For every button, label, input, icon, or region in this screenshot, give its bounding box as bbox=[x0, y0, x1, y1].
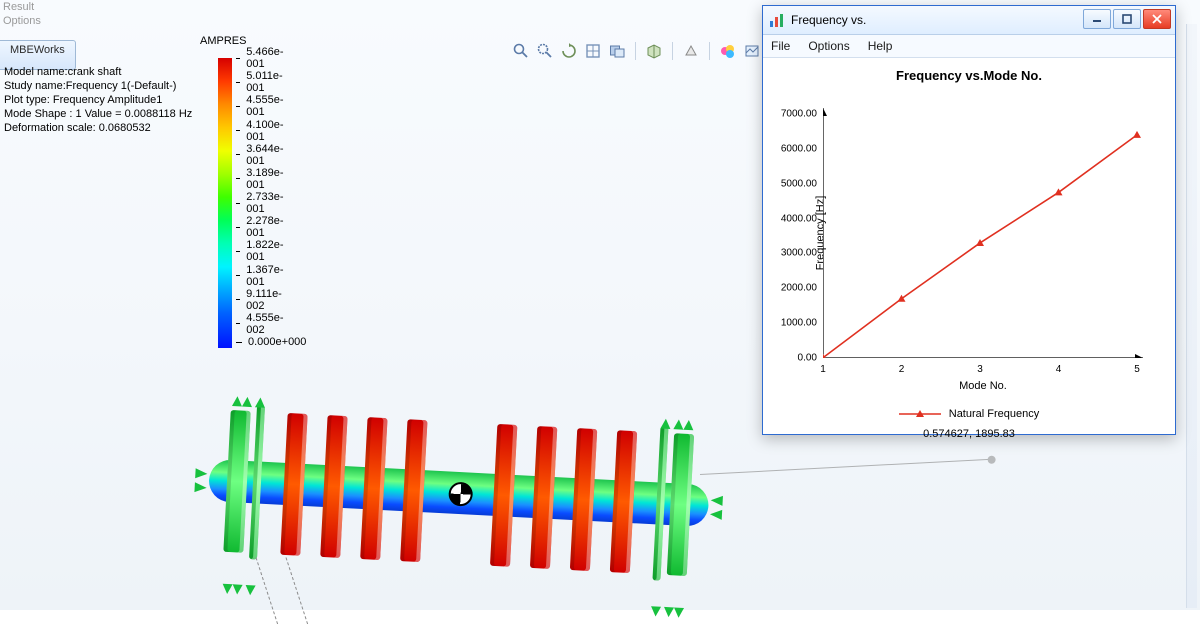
legend-tick: 2.733e-001 bbox=[236, 191, 285, 215]
model-disc bbox=[400, 419, 427, 562]
study-name: Study name:Frequency 1(-Default-) bbox=[4, 79, 192, 93]
y-tick-label: 6000.00 bbox=[781, 143, 823, 154]
study-mode: Mode Shape : 1 Value = 0.0088118 Hz bbox=[4, 107, 192, 121]
rotate-icon[interactable] bbox=[560, 42, 578, 60]
legend-tick: 4.100e-001 bbox=[236, 119, 285, 143]
heads-up-toolbar bbox=[512, 42, 761, 60]
zoom-area-icon[interactable] bbox=[536, 42, 554, 60]
menu-result[interactable]: Result bbox=[3, 0, 41, 14]
window-titlebar[interactable]: Frequency vs. bbox=[763, 6, 1175, 35]
chart-legend: Natural Frequency bbox=[763, 408, 1175, 420]
window-title: Frequency vs. bbox=[791, 13, 866, 27]
model-disc-end bbox=[667, 433, 694, 576]
menu-options[interactable]: Options bbox=[808, 39, 849, 53]
legend-tick: 4.555e-001 bbox=[236, 94, 285, 118]
legend-tick: 3.644e-001 bbox=[236, 143, 285, 167]
study-info-block: Model name:crank shaft Study name:Freque… bbox=[4, 65, 192, 135]
plot-area: Frequency vs.Mode No. Frequency [Hz] Mod… bbox=[763, 68, 1175, 446]
cursor-readout: 0.574627, 1895.83 bbox=[763, 428, 1175, 440]
app-icon bbox=[769, 12, 785, 28]
model-disc bbox=[570, 428, 597, 571]
window-close-button[interactable] bbox=[1143, 9, 1171, 29]
window-menubar: File Options Help bbox=[763, 35, 1175, 58]
y-axis-label: Frequency [Hz] bbox=[814, 196, 826, 271]
y-tick-label: 1000.00 bbox=[781, 318, 823, 329]
legend-tick: 9.111e-002 bbox=[236, 288, 284, 312]
x-tick-label: 5 bbox=[1134, 358, 1140, 375]
model-disc bbox=[610, 430, 637, 573]
scene-icon[interactable] bbox=[743, 42, 761, 60]
zoom-icon[interactable] bbox=[512, 42, 530, 60]
y-tick-label: 7000.00 bbox=[781, 109, 823, 120]
toolbar-separator bbox=[709, 42, 710, 60]
legend-tick: 3.189e-001 bbox=[236, 167, 285, 191]
x-axis-label: Mode No. bbox=[959, 380, 1007, 392]
fea-model-crankshaft[interactable] bbox=[203, 399, 712, 615]
model-disc bbox=[360, 417, 387, 560]
y-tick-label: 2000.00 bbox=[781, 283, 823, 294]
context-menu-stub: Result Options bbox=[3, 0, 41, 28]
chart-legend-text: Natural Frequency bbox=[949, 408, 1040, 420]
plot-title: Frequency vs.Mode No. bbox=[763, 68, 1175, 83]
frequency-chart[interactable]: Frequency [Hz] Mode No. 0.001000.002000.… bbox=[823, 108, 1143, 358]
model-disc bbox=[320, 415, 347, 558]
fit-icon[interactable] bbox=[608, 42, 626, 60]
model-disc-end bbox=[223, 410, 250, 553]
window-minimize-button[interactable] bbox=[1083, 9, 1111, 29]
legend-tick: 2.278e-001 bbox=[236, 215, 285, 239]
legend-colorbar bbox=[218, 58, 232, 348]
pan-icon[interactable] bbox=[584, 42, 602, 60]
study-plot: Plot type: Frequency Amplitude1 bbox=[4, 93, 192, 107]
load-arrow-icon bbox=[710, 495, 723, 506]
model-disc bbox=[280, 413, 307, 556]
section-icon[interactable] bbox=[645, 42, 663, 60]
y-tick-label: 0.00 bbox=[798, 353, 823, 364]
x-tick-label: 4 bbox=[1056, 358, 1062, 375]
load-arrow-icon bbox=[710, 509, 723, 520]
legend-tick: 0.000e+000 bbox=[236, 336, 306, 348]
study-deform: Deformation scale: 0.0680532 bbox=[4, 121, 192, 135]
vertical-scrollbar[interactable] bbox=[1186, 24, 1197, 608]
legend-tick: 5.011e-001 bbox=[236, 70, 285, 94]
appearance-icon[interactable] bbox=[719, 42, 737, 60]
y-tick-label: 3000.00 bbox=[781, 248, 823, 259]
load-arrow-icon bbox=[195, 468, 208, 479]
x-tick-label: 2 bbox=[899, 358, 905, 375]
frequency-chart-window[interactable]: Frequency vs. File Options Help Frequenc… bbox=[762, 5, 1176, 435]
menu-file[interactable]: File bbox=[771, 39, 790, 53]
window-maximize-button[interactable] bbox=[1113, 9, 1141, 29]
x-tick-label: 3 bbox=[977, 358, 983, 375]
model-disc bbox=[530, 426, 557, 569]
legend-tick: 5.466e-001 bbox=[236, 46, 285, 70]
legend-tick: 4.555e-002 bbox=[236, 312, 285, 336]
model-disc bbox=[490, 424, 517, 567]
menu-help[interactable]: Help bbox=[868, 39, 893, 53]
study-model: Model name:crank shaft bbox=[4, 65, 192, 79]
load-arrow-icon bbox=[194, 482, 207, 493]
legend-tick: 1.822e-001 bbox=[236, 239, 285, 263]
display-style-icon[interactable] bbox=[682, 42, 700, 60]
y-tick-label: 5000.00 bbox=[781, 178, 823, 189]
toolbar-separator bbox=[672, 42, 673, 60]
toolbar-separator bbox=[635, 42, 636, 60]
legend-tick: 1.367e-001 bbox=[236, 264, 285, 288]
x-tick-label: 1 bbox=[820, 358, 826, 375]
y-tick-label: 4000.00 bbox=[781, 213, 823, 224]
menu-options[interactable]: Options bbox=[3, 14, 41, 28]
